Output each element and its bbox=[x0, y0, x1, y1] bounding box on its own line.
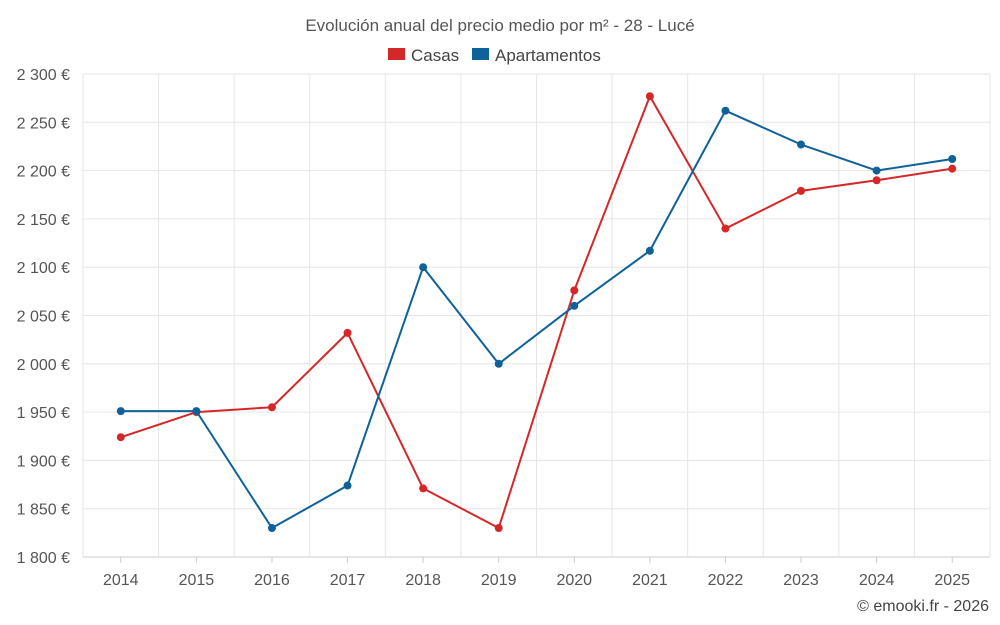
x-tick-label: 2016 bbox=[254, 572, 290, 589]
x-tick-label: 2024 bbox=[859, 572, 895, 589]
legend-label-apartamentos[interactable]: Apartamentos bbox=[495, 46, 601, 65]
data-point-apartamentos[interactable] bbox=[570, 301, 579, 310]
data-point-casas[interactable] bbox=[494, 524, 503, 533]
data-point-casas[interactable] bbox=[797, 186, 806, 195]
data-point-apartamentos[interactable] bbox=[192, 407, 201, 416]
data-point-apartamentos[interactable] bbox=[872, 166, 881, 175]
legend: Casas Apartamentos bbox=[388, 46, 601, 65]
y-tick-label: 1 950 € bbox=[17, 405, 70, 422]
x-tick-label: 2018 bbox=[405, 572, 441, 589]
series-line-casas bbox=[120, 95, 953, 530]
x-tick-label: 2023 bbox=[783, 572, 819, 589]
y-tick-label: 2 150 € bbox=[17, 212, 70, 229]
data-point-casas[interactable] bbox=[267, 403, 276, 412]
y-tick-label: 2 250 € bbox=[17, 115, 70, 132]
data-point-apartamentos[interactable] bbox=[494, 359, 503, 368]
data-point-casas[interactable] bbox=[948, 164, 957, 173]
data-point-casas[interactable] bbox=[116, 433, 125, 442]
y-tick-label: 1 900 € bbox=[17, 453, 70, 470]
data-point-apartamentos[interactable] bbox=[645, 246, 654, 255]
data-point-apartamentos[interactable] bbox=[797, 140, 806, 149]
x-tick-label: 2015 bbox=[179, 572, 215, 589]
y-tick-label: 2 050 € bbox=[17, 309, 70, 326]
data-point-casas[interactable] bbox=[419, 484, 428, 493]
data-point-apartamentos[interactable] bbox=[267, 524, 276, 533]
data-point-apartamentos[interactable] bbox=[343, 481, 352, 490]
x-tick-label: 2014 bbox=[103, 572, 139, 589]
data-point-casas[interactable] bbox=[721, 224, 730, 233]
y-tick-label: 2 200 € bbox=[17, 164, 70, 181]
data-point-casas[interactable] bbox=[343, 328, 352, 337]
grid-layer bbox=[82, 73, 991, 563]
series-layer bbox=[116, 92, 957, 533]
x-tick-label: 2020 bbox=[556, 572, 592, 589]
data-point-casas[interactable] bbox=[645, 92, 654, 101]
data-point-apartamentos[interactable] bbox=[721, 106, 730, 115]
chart-title: Evolución anual del precio medio por m² … bbox=[305, 16, 694, 35]
data-point-apartamentos[interactable] bbox=[419, 263, 428, 272]
data-point-casas[interactable] bbox=[570, 286, 579, 295]
y-tick-label: 1 850 € bbox=[17, 502, 70, 519]
legend-swatch-casas bbox=[388, 48, 405, 60]
x-tick-label: 2019 bbox=[481, 572, 517, 589]
x-tick-label: 2022 bbox=[708, 572, 744, 589]
x-tick-label: 2017 bbox=[330, 572, 366, 589]
y-tick-label: 2 300 € bbox=[17, 67, 70, 84]
y-tick-label: 2 000 € bbox=[17, 357, 70, 374]
series-line-apartamentos bbox=[120, 109, 953, 530]
data-point-casas[interactable] bbox=[872, 176, 881, 185]
y-tick-label: 1 800 € bbox=[17, 550, 70, 567]
axis-labels: 1 800 € 1 850 € 1 900 € 1 950 € 2 000 € 2 050… bbox=[17, 67, 970, 589]
y-tick-label: 2 100 € bbox=[17, 260, 70, 277]
legend-swatch-apartamentos bbox=[472, 48, 489, 60]
x-tick-label: 2025 bbox=[934, 572, 970, 589]
data-point-apartamentos[interactable] bbox=[948, 155, 957, 164]
legend-label-casas[interactable]: Casas bbox=[411, 46, 459, 65]
data-point-apartamentos[interactable] bbox=[116, 407, 125, 416]
credit-text: © emooki.fr - 2026 bbox=[857, 598, 989, 615]
x-tick-label: 2021 bbox=[632, 572, 668, 589]
